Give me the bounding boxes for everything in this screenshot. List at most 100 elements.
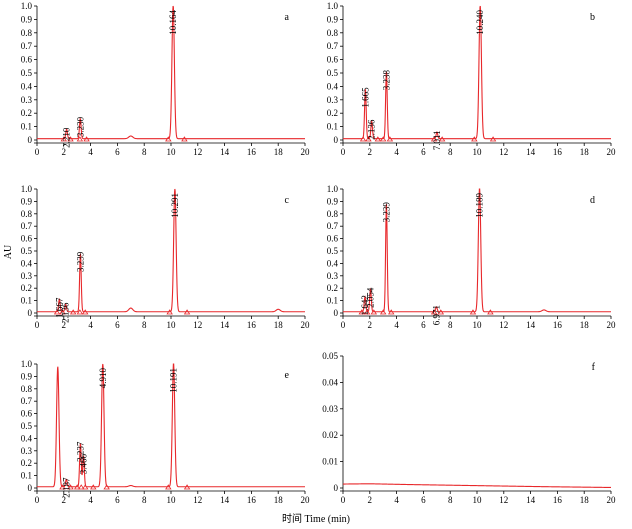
- x-tick-label: 10: [473, 147, 483, 157]
- x-tick-label: 18: [274, 320, 284, 330]
- x-tick-label: 6: [115, 320, 120, 330]
- x-tick-label: 16: [247, 495, 257, 505]
- integration-marker: [437, 309, 445, 315]
- y-tick-label: 0: [28, 308, 33, 318]
- integration-marker: [90, 484, 97, 490]
- x-tick-label: 2: [368, 320, 373, 330]
- panel-letter: a: [285, 12, 290, 23]
- x-tick-label: 8: [142, 495, 147, 505]
- y-tick-label: 0.4: [327, 81, 339, 91]
- y-tick-label: 0.8: [21, 384, 33, 394]
- integration-marker: [82, 309, 89, 315]
- x-tick-label: 18: [274, 147, 284, 157]
- y-tick-label: 0.7: [21, 396, 33, 406]
- x-tick-label: 2: [62, 495, 67, 505]
- peak-label: 7.011: [432, 130, 442, 150]
- y-tick-label: 0.4: [21, 81, 33, 91]
- integration-marker: [82, 484, 89, 490]
- y-tick-label: 0.4: [21, 433, 33, 443]
- x-tick-label: 4: [88, 495, 93, 505]
- x-tick-label: 12: [499, 147, 508, 157]
- panel-letter: d: [590, 195, 595, 206]
- y-tick-label: 0.1: [21, 296, 32, 306]
- peak-label: 2.210: [62, 127, 72, 148]
- y-tick-label: 0.01: [322, 457, 338, 467]
- y-tick-label: 0.02: [322, 430, 338, 440]
- integration-marker: [83, 136, 90, 142]
- x-tick-label: 20: [301, 147, 311, 157]
- y-tick-label: 0.5: [21, 421, 33, 431]
- y-tick-label: 0.04: [322, 377, 338, 387]
- peak-label: 2.054: [365, 287, 375, 308]
- x-tick-label: 0: [35, 147, 40, 157]
- x-tick-label: 14: [220, 495, 230, 505]
- x-axis-title: 时间 Time (min): [282, 512, 350, 525]
- x-tick-label: 4: [88, 320, 93, 330]
- y-tick-label: 1.0: [327, 184, 339, 194]
- y-tick-label: 0.9: [21, 196, 33, 206]
- integration-marker: [363, 309, 371, 315]
- integration-marker: [59, 484, 66, 490]
- integration-marker: [67, 136, 74, 142]
- y-tick-label: 1.0: [21, 184, 33, 194]
- x-tick-label: 10: [473, 320, 483, 330]
- y-tick-label: 0: [334, 483, 339, 493]
- x-tick-label: 18: [580, 320, 590, 330]
- x-tick-label: 14: [526, 147, 536, 157]
- panel-letter: e: [285, 370, 290, 381]
- panel-letter: c: [285, 195, 290, 206]
- integration-marker: [471, 136, 478, 142]
- x-tick-label: 2: [62, 320, 67, 330]
- peak-label: 1.667: [54, 297, 64, 318]
- x-tick-label: 10: [167, 320, 177, 330]
- integration-marker: [430, 136, 438, 142]
- x-tick-label: 0: [341, 495, 346, 505]
- x-tick-label: 14: [526, 320, 536, 330]
- integration-marker: [183, 484, 191, 490]
- x-tick-label: 12: [193, 147, 202, 157]
- y-tick-label: 0.5: [21, 246, 33, 256]
- integration-marker: [59, 309, 66, 315]
- x-tick-label: 18: [274, 495, 284, 505]
- x-tick-label: 12: [193, 495, 202, 505]
- y-tick-label: 0.1: [327, 296, 338, 306]
- panels-group: 0 0.1 0.2 0.3 0.4 0.5 0.6 0.7 0.8 0.9 1.0 0 2 4 6 8 10 12…: [21, 1, 616, 505]
- x-tick-label: 20: [607, 495, 617, 505]
- x-tick-label: 16: [553, 147, 563, 157]
- y-tick-label: 0.7: [327, 221, 339, 231]
- x-tick-label: 20: [301, 495, 311, 505]
- y-tick-label: 0.9: [327, 14, 339, 24]
- integration-marker: [487, 309, 494, 315]
- x-tick-label: 20: [607, 147, 617, 157]
- x-tick-label: 8: [142, 320, 147, 330]
- y-tick-label: 1.0: [327, 1, 339, 11]
- peak-label: 1.642: [360, 295, 370, 315]
- y-tick-label: 0.7: [21, 221, 33, 231]
- x-tick-label: 2: [368, 495, 373, 505]
- x-tick-label: 16: [553, 495, 563, 505]
- integration-marker: [67, 484, 74, 490]
- x-tick-label: 10: [167, 495, 177, 505]
- y-tick-label: 0.6: [327, 55, 339, 65]
- chromatogram-trace: [37, 5, 305, 140]
- y-tick-label: 0.6: [21, 55, 33, 65]
- integration-marker: [388, 309, 395, 315]
- panel-c: 0 0.1 0.2 0.3 0.4 0.5 0.6 0.7 0.8 0.9 1.0 0 2 4 6 8 10 12…: [21, 184, 310, 330]
- x-tick-label: 16: [247, 320, 257, 330]
- x-tick-label: 14: [220, 320, 230, 330]
- y-tick-label: 0.03: [322, 404, 338, 414]
- x-tick-label: 6: [421, 320, 426, 330]
- y-tick-label: 0.2: [21, 108, 32, 118]
- y-tick-label: 0.05: [322, 351, 338, 361]
- integration-marker: [430, 309, 438, 315]
- peak-label: 10.240: [475, 10, 485, 35]
- x-tick-label: 10: [473, 495, 483, 505]
- x-tick-label: 16: [247, 147, 257, 157]
- y-tick-label: 0.3: [21, 95, 33, 105]
- y-tick-label: 0.9: [327, 196, 339, 206]
- integration-marker: [165, 136, 172, 142]
- y-tick-label: 0.7: [21, 41, 33, 51]
- panel-e: 0 0.1 0.2 0.3 0.4 0.5 0.6 0.7 0.8 0.9 1.0 0 2 4 6 8 10 12…: [21, 359, 310, 505]
- panel-letter: b: [590, 12, 595, 23]
- y-tick-label: 0.2: [327, 108, 338, 118]
